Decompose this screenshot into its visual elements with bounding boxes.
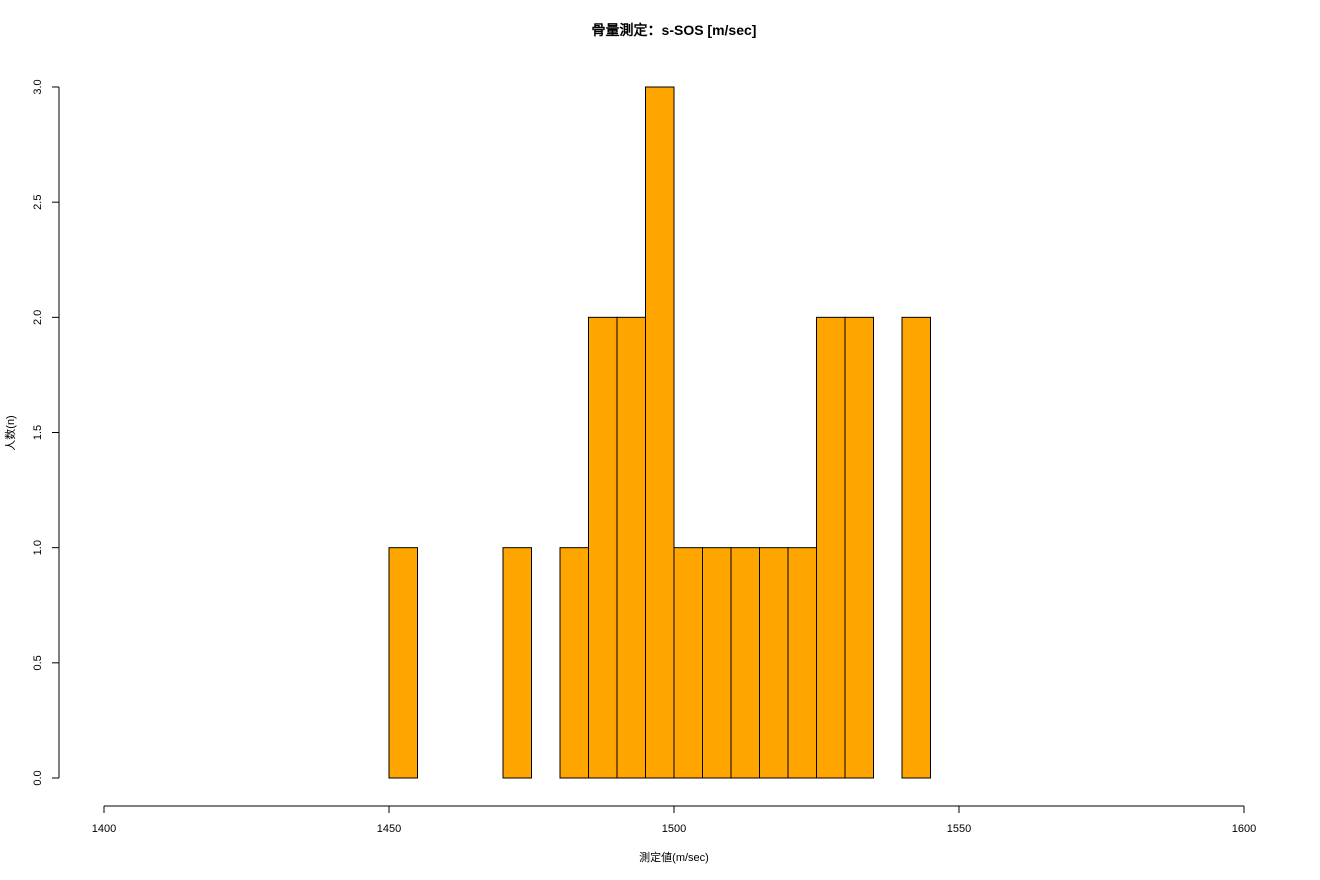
- y-axis-label: 人数(n): [4, 415, 17, 450]
- y-tick-label: 2.5: [32, 195, 44, 210]
- histogram-bar-1450: [388, 547, 418, 779]
- y-tick-label: 0.0: [32, 770, 44, 785]
- histogram-bar-1525: [816, 316, 846, 779]
- bars-group: [388, 86, 931, 779]
- histogram-bar-1515: [759, 547, 789, 779]
- x-axis: 1400 1450 1500 1550 1600: [92, 805, 1256, 835]
- histogram-bar-1520: [787, 547, 817, 779]
- histogram-bar-1495: [645, 86, 675, 779]
- y-tick-label: 3.0: [32, 79, 44, 94]
- histogram-bar-1500: [673, 547, 703, 779]
- histogram-bar-1485: [588, 316, 618, 779]
- histogram-bar-1530: [844, 316, 874, 779]
- y-tick-label: 1.0: [32, 540, 44, 555]
- x-tick-label: 1600: [1232, 823, 1256, 835]
- chart-title: 骨量測定：s-SOS [m/sec]: [592, 22, 757, 38]
- y-tick-label: 1.5: [32, 425, 44, 440]
- histogram-bar-1470: [502, 547, 532, 779]
- x-tick-label: 1450: [377, 823, 401, 835]
- y-axis: 0.0 0.5 1.0 1.5 2.0 2.5 3.0: [32, 79, 60, 786]
- x-tick-label: 1500: [662, 823, 686, 835]
- y-tick-label: 0.5: [32, 655, 44, 670]
- histogram-bar-1505: [702, 547, 732, 779]
- histogram-bar-1490: [616, 316, 646, 779]
- x-tick-label: 1400: [92, 823, 116, 835]
- x-axis-label: 測定値(m/sec): [639, 850, 709, 864]
- histogram-bar-1540: [901, 316, 931, 779]
- histogram-bar-1510: [730, 547, 760, 779]
- y-tick-label: 2.0: [32, 310, 44, 325]
- histogram-bar-1480: [559, 547, 589, 779]
- x-tick-label: 1550: [947, 823, 971, 835]
